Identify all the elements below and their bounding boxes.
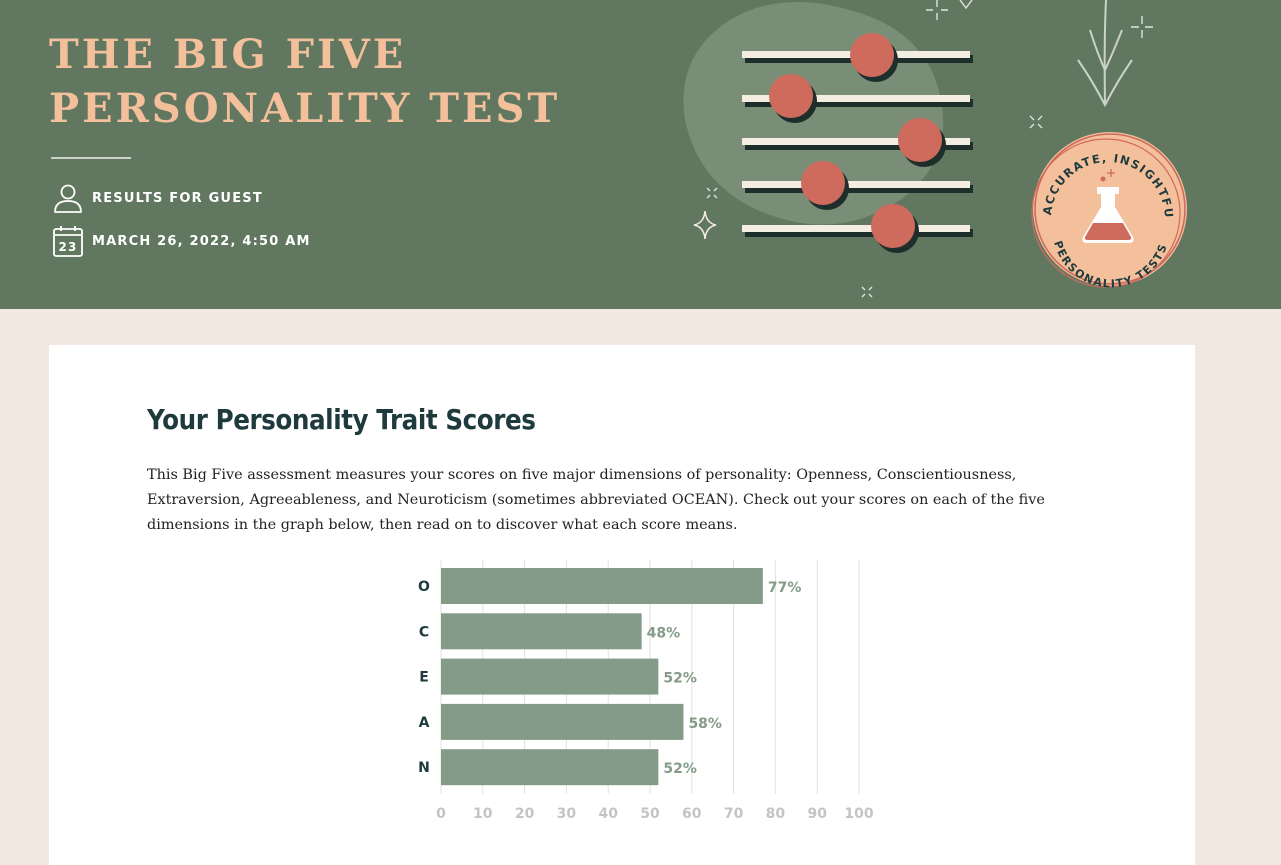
results-card: Your Personality Trait Scores This Big F… — [49, 345, 1195, 865]
title-line-2: PERSONALITY TEST — [49, 85, 561, 132]
value-label: 77% — [768, 580, 802, 596]
arrow-down-icon — [1077, 0, 1133, 108]
results-for-row: RESULTS FOR GUEST — [52, 182, 263, 214]
bar-o — [441, 568, 763, 604]
title-line-1: THE BIG FIVE — [49, 31, 407, 78]
flask-icon — [1082, 169, 1134, 243]
sliders-illustration — [683, 2, 973, 253]
date-label: MARCH 26, 2022, 4:50 AM — [92, 233, 311, 249]
x-tick-label: 70 — [724, 806, 744, 822]
chart-labels: 0 10 20 30 40 50 60 70 80 90 100 O 77% C 48% E 52% A 58% N 5… — [418, 579, 874, 822]
x-tick-label: 40 — [598, 806, 618, 822]
sparkle-icon — [926, 0, 948, 20]
intro-paragraph: This Big Five assessment measures your s… — [147, 467, 1045, 533]
page-title: THE BIG FIVE PERSONALITY TEST — [49, 28, 560, 136]
x-tick-label: 80 — [766, 806, 786, 822]
x-tick-label: 100 — [844, 806, 873, 822]
badge-seal: ACCURATE, INSIGHTFUL PERSONALITY TESTS — [1023, 127, 1187, 290]
sparkle-icon — [693, 210, 717, 240]
x-tick-label: 10 — [473, 806, 493, 822]
value-label: 58% — [688, 716, 722, 732]
sparkle-icon — [1029, 115, 1043, 129]
results-for-label: RESULTS FOR GUEST — [92, 190, 263, 206]
header-banner: THE BIG FIVE PERSONALITY TEST RESULTS FO… — [0, 0, 1281, 309]
x-tick-label: 90 — [807, 806, 827, 822]
bar-n — [441, 749, 659, 786]
bar-a — [441, 703, 684, 740]
sparkle-icon — [861, 286, 873, 298]
category-label: N — [418, 760, 430, 776]
slider-knobs — [769, 33, 946, 253]
sparkle-icon — [706, 187, 718, 199]
user-icon — [54, 184, 82, 213]
sparkle-icon — [1131, 16, 1153, 38]
x-tick-label: 20 — [515, 806, 535, 822]
x-tick-label: 30 — [557, 806, 577, 822]
calendar-icon: 23 — [53, 226, 83, 257]
value-label: 48% — [647, 625, 681, 641]
trait-scores-chart: 0 10 20 30 40 50 60 70 80 90 100 O 77% C 48% E 52% A 58% N 5… — [418, 560, 874, 822]
category-label: E — [419, 670, 429, 686]
bar-e — [441, 658, 659, 695]
category-label: C — [419, 624, 429, 640]
calendar-day: 23 — [58, 240, 77, 254]
category-label: O — [418, 579, 430, 595]
chart-bars — [441, 568, 763, 786]
value-label: 52% — [663, 761, 697, 777]
x-tick-label: 50 — [640, 806, 660, 822]
date-row: 23 MARCH 26, 2022, 4:50 AM — [52, 225, 311, 257]
title-divider — [51, 157, 131, 159]
bar-c — [441, 613, 642, 650]
sparkle-icon — [959, 0, 973, 10]
category-label: A — [419, 715, 430, 731]
value-label: 52% — [663, 671, 697, 687]
x-tick-label: 0 — [436, 806, 446, 822]
section-title: Your Personality Trait Scores — [147, 403, 536, 436]
x-tick-label: 60 — [682, 806, 702, 822]
